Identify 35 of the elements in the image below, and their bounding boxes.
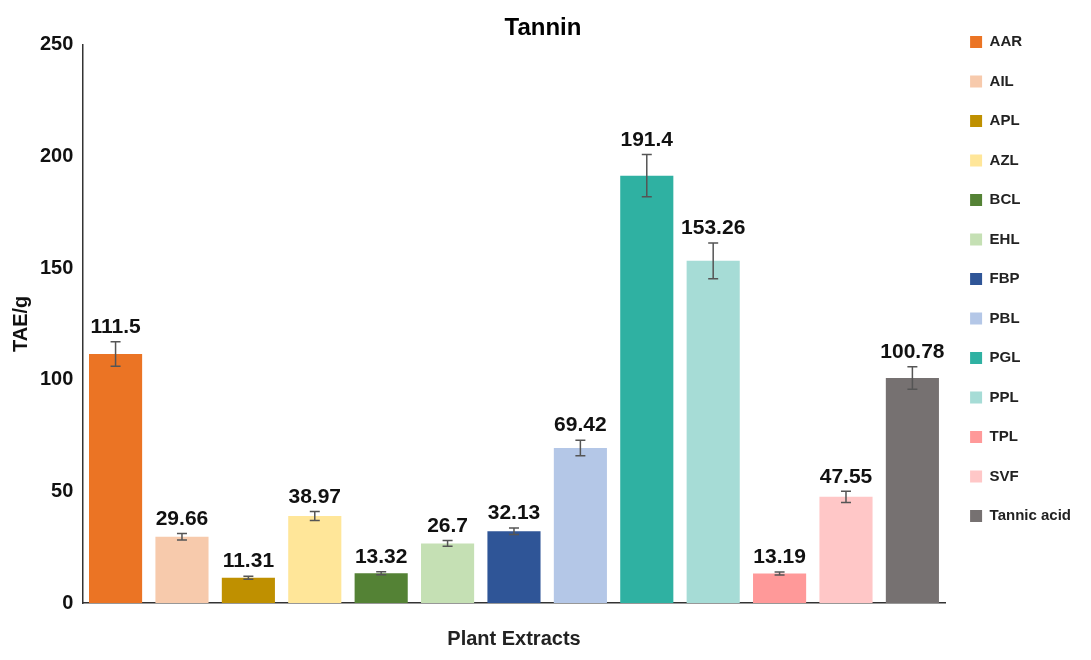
data-label: 69.42 <box>554 412 607 436</box>
data-label: 100.78 <box>880 339 945 363</box>
legend-label: Tannic acid <box>989 506 1072 524</box>
legend-label: BCL <box>989 190 1021 208</box>
data-label: 29.66 <box>155 505 209 529</box>
legend-label: FBP <box>989 269 1020 287</box>
data-label: 153.26 <box>681 215 746 239</box>
data-label: 32.13 <box>487 500 541 524</box>
data-label: 26.7 <box>427 512 469 536</box>
legend-label: AIL <box>989 71 1014 89</box>
data-label: 13.19 <box>753 544 806 568</box>
x-axis-title: Plant Extracts <box>447 626 581 649</box>
y-tick-label: 150 <box>39 255 74 278</box>
legend-label: AZL <box>989 150 1019 168</box>
legend-label: PGL <box>989 348 1021 366</box>
data-label: 111.5 <box>90 314 142 338</box>
legend-label: PBL <box>989 308 1020 326</box>
y-axis-title: TAE/g <box>8 295 31 353</box>
y-tick-label: 250 <box>39 32 74 55</box>
legend-label: AAR <box>989 32 1023 50</box>
legend-label: APL <box>989 111 1020 129</box>
data-label: 47.55 <box>819 463 873 487</box>
legend-label: TPL <box>989 427 1018 445</box>
data-label: 191.4 <box>620 126 674 150</box>
legend-label: EHL <box>989 229 1020 247</box>
chart-title: Tannin <box>504 13 582 41</box>
y-tick-label: 100 <box>39 367 74 390</box>
data-label: 38.97 <box>288 483 342 507</box>
y-tick-label: 50 <box>51 478 74 501</box>
legend-label: PPL <box>989 387 1019 405</box>
y-tick-label: 200 <box>39 143 74 166</box>
legend-label: SVF <box>989 466 1019 484</box>
y-tick-label: 0 <box>62 590 74 613</box>
data-label: 11.31 <box>222 548 275 572</box>
data-label: 13.32 <box>354 543 408 567</box>
